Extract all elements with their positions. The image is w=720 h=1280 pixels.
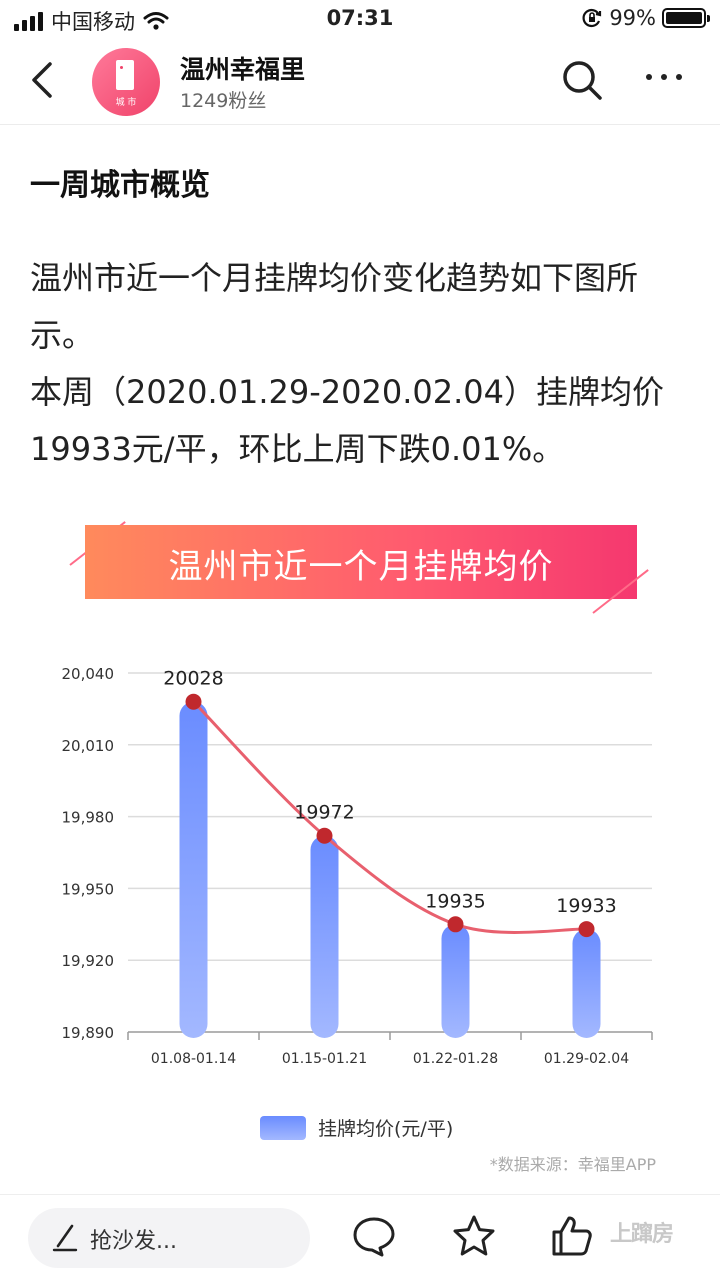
comment-placeholder: 抢沙发... bbox=[90, 1229, 177, 1254]
article-body: 温州市近一个月挂牌均价变化趋势如下图所示。 本周（2020.01.29-2020… bbox=[30, 250, 695, 478]
line-point bbox=[316, 827, 333, 844]
battery-icon bbox=[662, 8, 710, 28]
avatar[interactable]: 城 市 bbox=[92, 48, 160, 116]
x-tick-label: 01.29-02.04 bbox=[544, 1051, 629, 1067]
y-tick-label: 20,040 bbox=[62, 665, 115, 683]
y-tick-label: 19,980 bbox=[62, 809, 115, 827]
watermark-logo: 上蹿房 bbox=[610, 1222, 674, 1247]
search-icon[interactable] bbox=[560, 58, 604, 102]
carrier-label: 中国移动 bbox=[51, 10, 135, 34]
line-point bbox=[578, 921, 595, 938]
y-tick-label: 19,950 bbox=[62, 880, 115, 898]
wifi-icon bbox=[143, 12, 169, 30]
x-tick-label: 01.08-01.14 bbox=[151, 1051, 236, 1067]
y-tick-label: 19,890 bbox=[62, 1024, 115, 1042]
bar bbox=[572, 929, 601, 1038]
bar bbox=[179, 701, 208, 1038]
data-label: 19935 bbox=[425, 890, 485, 912]
data-label: 19933 bbox=[556, 895, 616, 917]
y-tick-label: 20,010 bbox=[62, 737, 115, 755]
avatar-tag: 城 市 bbox=[115, 98, 137, 108]
back-arrow-icon[interactable] bbox=[24, 60, 64, 100]
divider bbox=[0, 1194, 720, 1195]
account-header: 城 市 温州幸福里 1249粉丝 bbox=[0, 40, 720, 125]
line-point bbox=[447, 916, 464, 933]
battery-percent: 99% bbox=[609, 6, 656, 30]
price-chart: 20,040 20,010 19,980 19,950 19,920 19,890 01.0… bbox=[62, 665, 653, 1067]
door-icon bbox=[116, 60, 134, 90]
x-tick-label: 01.15-01.21 bbox=[282, 1051, 367, 1067]
star-icon[interactable] bbox=[452, 1214, 496, 1258]
x-tick-label: 01.22-01.28 bbox=[413, 1051, 498, 1067]
pen-icon bbox=[52, 1224, 78, 1252]
signal-icon bbox=[14, 11, 43, 31]
comment-input[interactable]: 抢沙发... bbox=[28, 1208, 310, 1268]
bar bbox=[441, 924, 470, 1038]
chart-banner: 温州市近一个月挂牌均价 bbox=[85, 525, 637, 599]
comment-icon[interactable] bbox=[352, 1214, 396, 1258]
orientation-lock-icon bbox=[582, 8, 602, 28]
chart-title: 温州市近一个月挂牌均价 bbox=[168, 547, 554, 587]
bar bbox=[310, 835, 339, 1038]
status-bar: 中国移动 07:31 99% bbox=[0, 0, 720, 40]
more-options-icon[interactable] bbox=[646, 74, 682, 80]
legend-label: 挂牌均价(元/平) bbox=[318, 1118, 454, 1140]
data-source-note: *数据来源：幸福里APP bbox=[489, 1155, 656, 1174]
paragraph: 本周（2020.01.29-2020.02.04）挂牌均价19933元/平，环比… bbox=[30, 373, 664, 468]
like-icon[interactable] bbox=[550, 1214, 594, 1258]
paragraph: 温州市近一个月挂牌均价变化趋势如下图所示。 bbox=[30, 259, 639, 354]
trend-line bbox=[192, 700, 587, 934]
clock: 07:31 bbox=[326, 6, 394, 30]
y-tick-label: 19,920 bbox=[62, 952, 115, 970]
follower-count: 1249粉丝 bbox=[180, 90, 267, 112]
chart-legend: 挂牌均价(元/平) bbox=[260, 1114, 453, 1141]
line-point bbox=[185, 693, 202, 710]
section-title: 一周城市概览 bbox=[30, 168, 210, 203]
legend-swatch bbox=[260, 1115, 306, 1140]
account-name[interactable]: 温州幸福里 bbox=[180, 55, 306, 84]
data-label: 19972 bbox=[294, 802, 354, 824]
data-label: 20028 bbox=[163, 668, 223, 690]
